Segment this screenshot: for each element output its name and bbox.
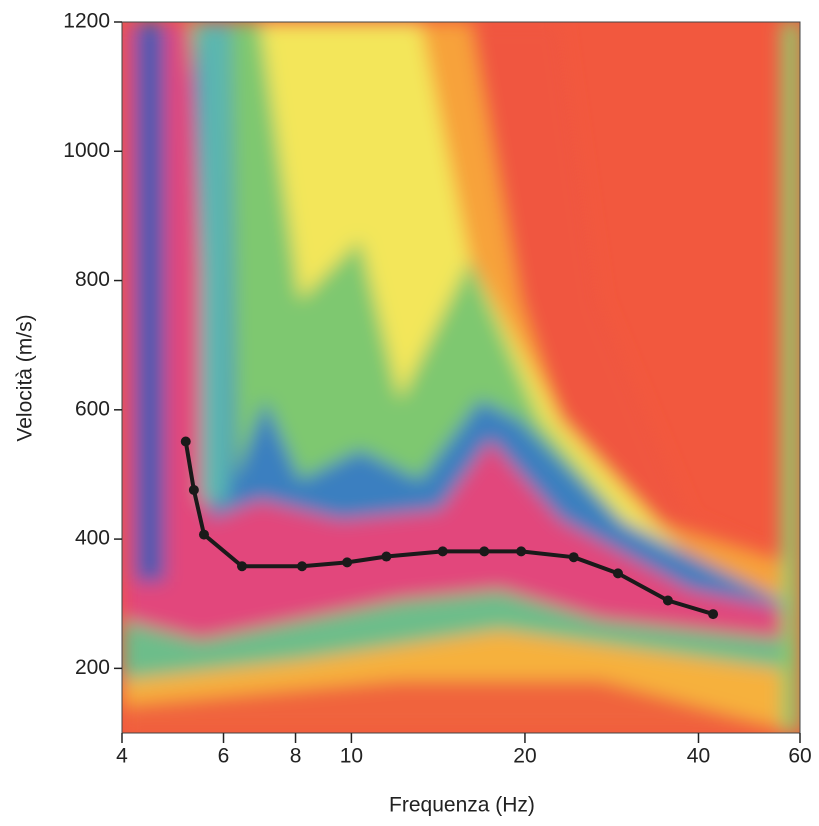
point xyxy=(662,595,673,606)
y-tick-label: 1000 xyxy=(63,139,110,162)
y-tick-label: 600 xyxy=(75,397,110,420)
x-tick-label: 8 xyxy=(290,745,302,768)
point xyxy=(297,561,308,572)
point xyxy=(568,552,579,563)
point xyxy=(381,551,392,562)
y-tick-label: 800 xyxy=(75,268,110,291)
spectrum-background xyxy=(122,22,800,733)
point xyxy=(708,609,719,620)
x-axis-label: Frequenza (Hz) xyxy=(389,794,535,817)
y-tick-label: 200 xyxy=(75,656,110,679)
y-tick-label: 400 xyxy=(75,527,110,550)
point xyxy=(479,546,490,557)
y-tick-label: 1200 xyxy=(63,10,110,33)
y-axis-label: Velocità (m/s) xyxy=(14,314,37,441)
x-tick-label: 20 xyxy=(513,745,536,768)
plot-frame xyxy=(121,21,801,734)
x-tick-label: 6 xyxy=(218,745,230,768)
x-tick-label: 10 xyxy=(340,745,363,768)
point xyxy=(198,529,209,540)
point xyxy=(612,568,623,579)
point xyxy=(342,557,353,568)
x-tick-label: 4 xyxy=(116,745,128,768)
point xyxy=(237,561,248,572)
point xyxy=(180,436,191,447)
point xyxy=(437,546,448,557)
x-tick-label: 60 xyxy=(788,745,811,768)
x-tick-label: 40 xyxy=(687,745,710,768)
point xyxy=(516,546,527,557)
point xyxy=(188,484,199,495)
curve xyxy=(183,441,714,616)
